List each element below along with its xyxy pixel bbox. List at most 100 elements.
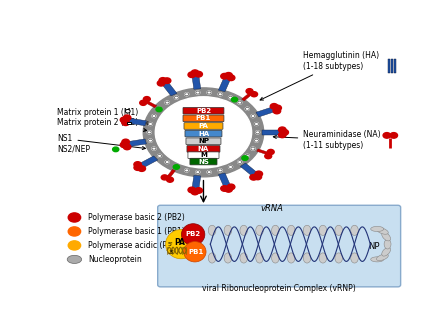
Circle shape xyxy=(185,93,189,96)
Text: PB2: PB2 xyxy=(196,108,211,114)
Circle shape xyxy=(159,78,166,83)
Circle shape xyxy=(195,188,202,193)
Circle shape xyxy=(195,71,202,77)
Circle shape xyxy=(68,241,81,250)
Circle shape xyxy=(143,88,264,177)
Circle shape xyxy=(246,107,249,110)
Text: NP: NP xyxy=(198,138,209,144)
Circle shape xyxy=(165,101,169,104)
Circle shape xyxy=(218,169,222,172)
Circle shape xyxy=(390,133,397,138)
Circle shape xyxy=(174,96,178,99)
Ellipse shape xyxy=(272,253,279,263)
FancyBboxPatch shape xyxy=(188,152,219,158)
Circle shape xyxy=(267,149,274,154)
Ellipse shape xyxy=(319,253,327,263)
Circle shape xyxy=(278,127,286,133)
Circle shape xyxy=(120,117,128,123)
Circle shape xyxy=(281,130,289,135)
Text: Polymerase basic 2 (PB2): Polymerase basic 2 (PB2) xyxy=(88,213,185,222)
FancyBboxPatch shape xyxy=(186,138,221,145)
Circle shape xyxy=(238,101,242,104)
Ellipse shape xyxy=(287,253,295,263)
Circle shape xyxy=(250,175,258,180)
Ellipse shape xyxy=(377,254,388,261)
FancyBboxPatch shape xyxy=(158,205,400,287)
FancyBboxPatch shape xyxy=(127,122,131,124)
Circle shape xyxy=(191,189,199,195)
Ellipse shape xyxy=(371,226,384,231)
Circle shape xyxy=(185,169,189,172)
Circle shape xyxy=(225,186,232,192)
Circle shape xyxy=(134,162,142,167)
Ellipse shape xyxy=(351,253,358,263)
Text: 3': 3' xyxy=(168,250,174,255)
Polygon shape xyxy=(127,139,147,147)
Circle shape xyxy=(155,97,252,168)
Circle shape xyxy=(207,171,211,174)
Circle shape xyxy=(238,161,242,164)
Circle shape xyxy=(122,139,130,145)
Circle shape xyxy=(251,147,255,150)
Polygon shape xyxy=(162,82,177,96)
Ellipse shape xyxy=(335,225,342,235)
FancyBboxPatch shape xyxy=(184,123,223,129)
Circle shape xyxy=(251,115,255,117)
Polygon shape xyxy=(257,149,270,155)
Text: NS: NS xyxy=(198,159,209,165)
Ellipse shape xyxy=(182,224,205,245)
Circle shape xyxy=(120,142,128,148)
Text: NA: NA xyxy=(198,146,209,152)
Circle shape xyxy=(196,91,200,94)
Ellipse shape xyxy=(67,255,82,263)
Ellipse shape xyxy=(335,253,342,263)
Text: Nucleoprotein: Nucleoprotein xyxy=(88,255,142,264)
Circle shape xyxy=(221,186,228,191)
Text: Polymerase basic 1 (PB1): Polymerase basic 1 (PB1) xyxy=(88,227,185,236)
Circle shape xyxy=(148,139,152,142)
Polygon shape xyxy=(139,156,158,168)
Ellipse shape xyxy=(382,248,391,256)
Circle shape xyxy=(254,122,258,125)
Text: NP: NP xyxy=(368,242,380,251)
FancyBboxPatch shape xyxy=(183,108,224,114)
Text: NS1: NS1 xyxy=(57,134,146,149)
Circle shape xyxy=(138,166,146,171)
Ellipse shape xyxy=(377,228,388,234)
Circle shape xyxy=(251,92,258,97)
Text: Matrix protein 1 (M1): Matrix protein 1 (M1) xyxy=(57,108,151,125)
Circle shape xyxy=(68,227,81,236)
Text: M: M xyxy=(200,152,207,158)
Circle shape xyxy=(256,131,260,134)
Circle shape xyxy=(123,115,131,120)
Ellipse shape xyxy=(240,225,247,235)
Circle shape xyxy=(229,96,233,99)
Ellipse shape xyxy=(208,225,216,235)
Circle shape xyxy=(152,147,156,150)
Circle shape xyxy=(273,108,281,114)
Circle shape xyxy=(157,81,165,86)
Circle shape xyxy=(255,171,262,177)
Circle shape xyxy=(140,100,147,105)
Ellipse shape xyxy=(303,225,311,235)
Polygon shape xyxy=(192,76,201,89)
Circle shape xyxy=(68,213,81,222)
Circle shape xyxy=(158,107,162,110)
Text: PA: PA xyxy=(198,123,208,129)
Circle shape xyxy=(158,154,162,157)
Circle shape xyxy=(113,147,119,152)
Circle shape xyxy=(188,187,196,193)
Text: Hemagglutinin (HA)
(1-18 subtypes): Hemagglutinin (HA) (1-18 subtypes) xyxy=(260,51,379,100)
Text: 5': 5' xyxy=(168,242,174,247)
Circle shape xyxy=(161,175,168,180)
Circle shape xyxy=(246,89,253,94)
Circle shape xyxy=(242,156,248,160)
Polygon shape xyxy=(144,100,157,108)
Ellipse shape xyxy=(240,253,247,263)
Circle shape xyxy=(254,139,258,142)
Circle shape xyxy=(246,154,249,157)
Circle shape xyxy=(188,72,196,78)
FancyBboxPatch shape xyxy=(187,146,220,152)
Text: PB1: PB1 xyxy=(196,115,211,121)
Circle shape xyxy=(165,161,169,164)
